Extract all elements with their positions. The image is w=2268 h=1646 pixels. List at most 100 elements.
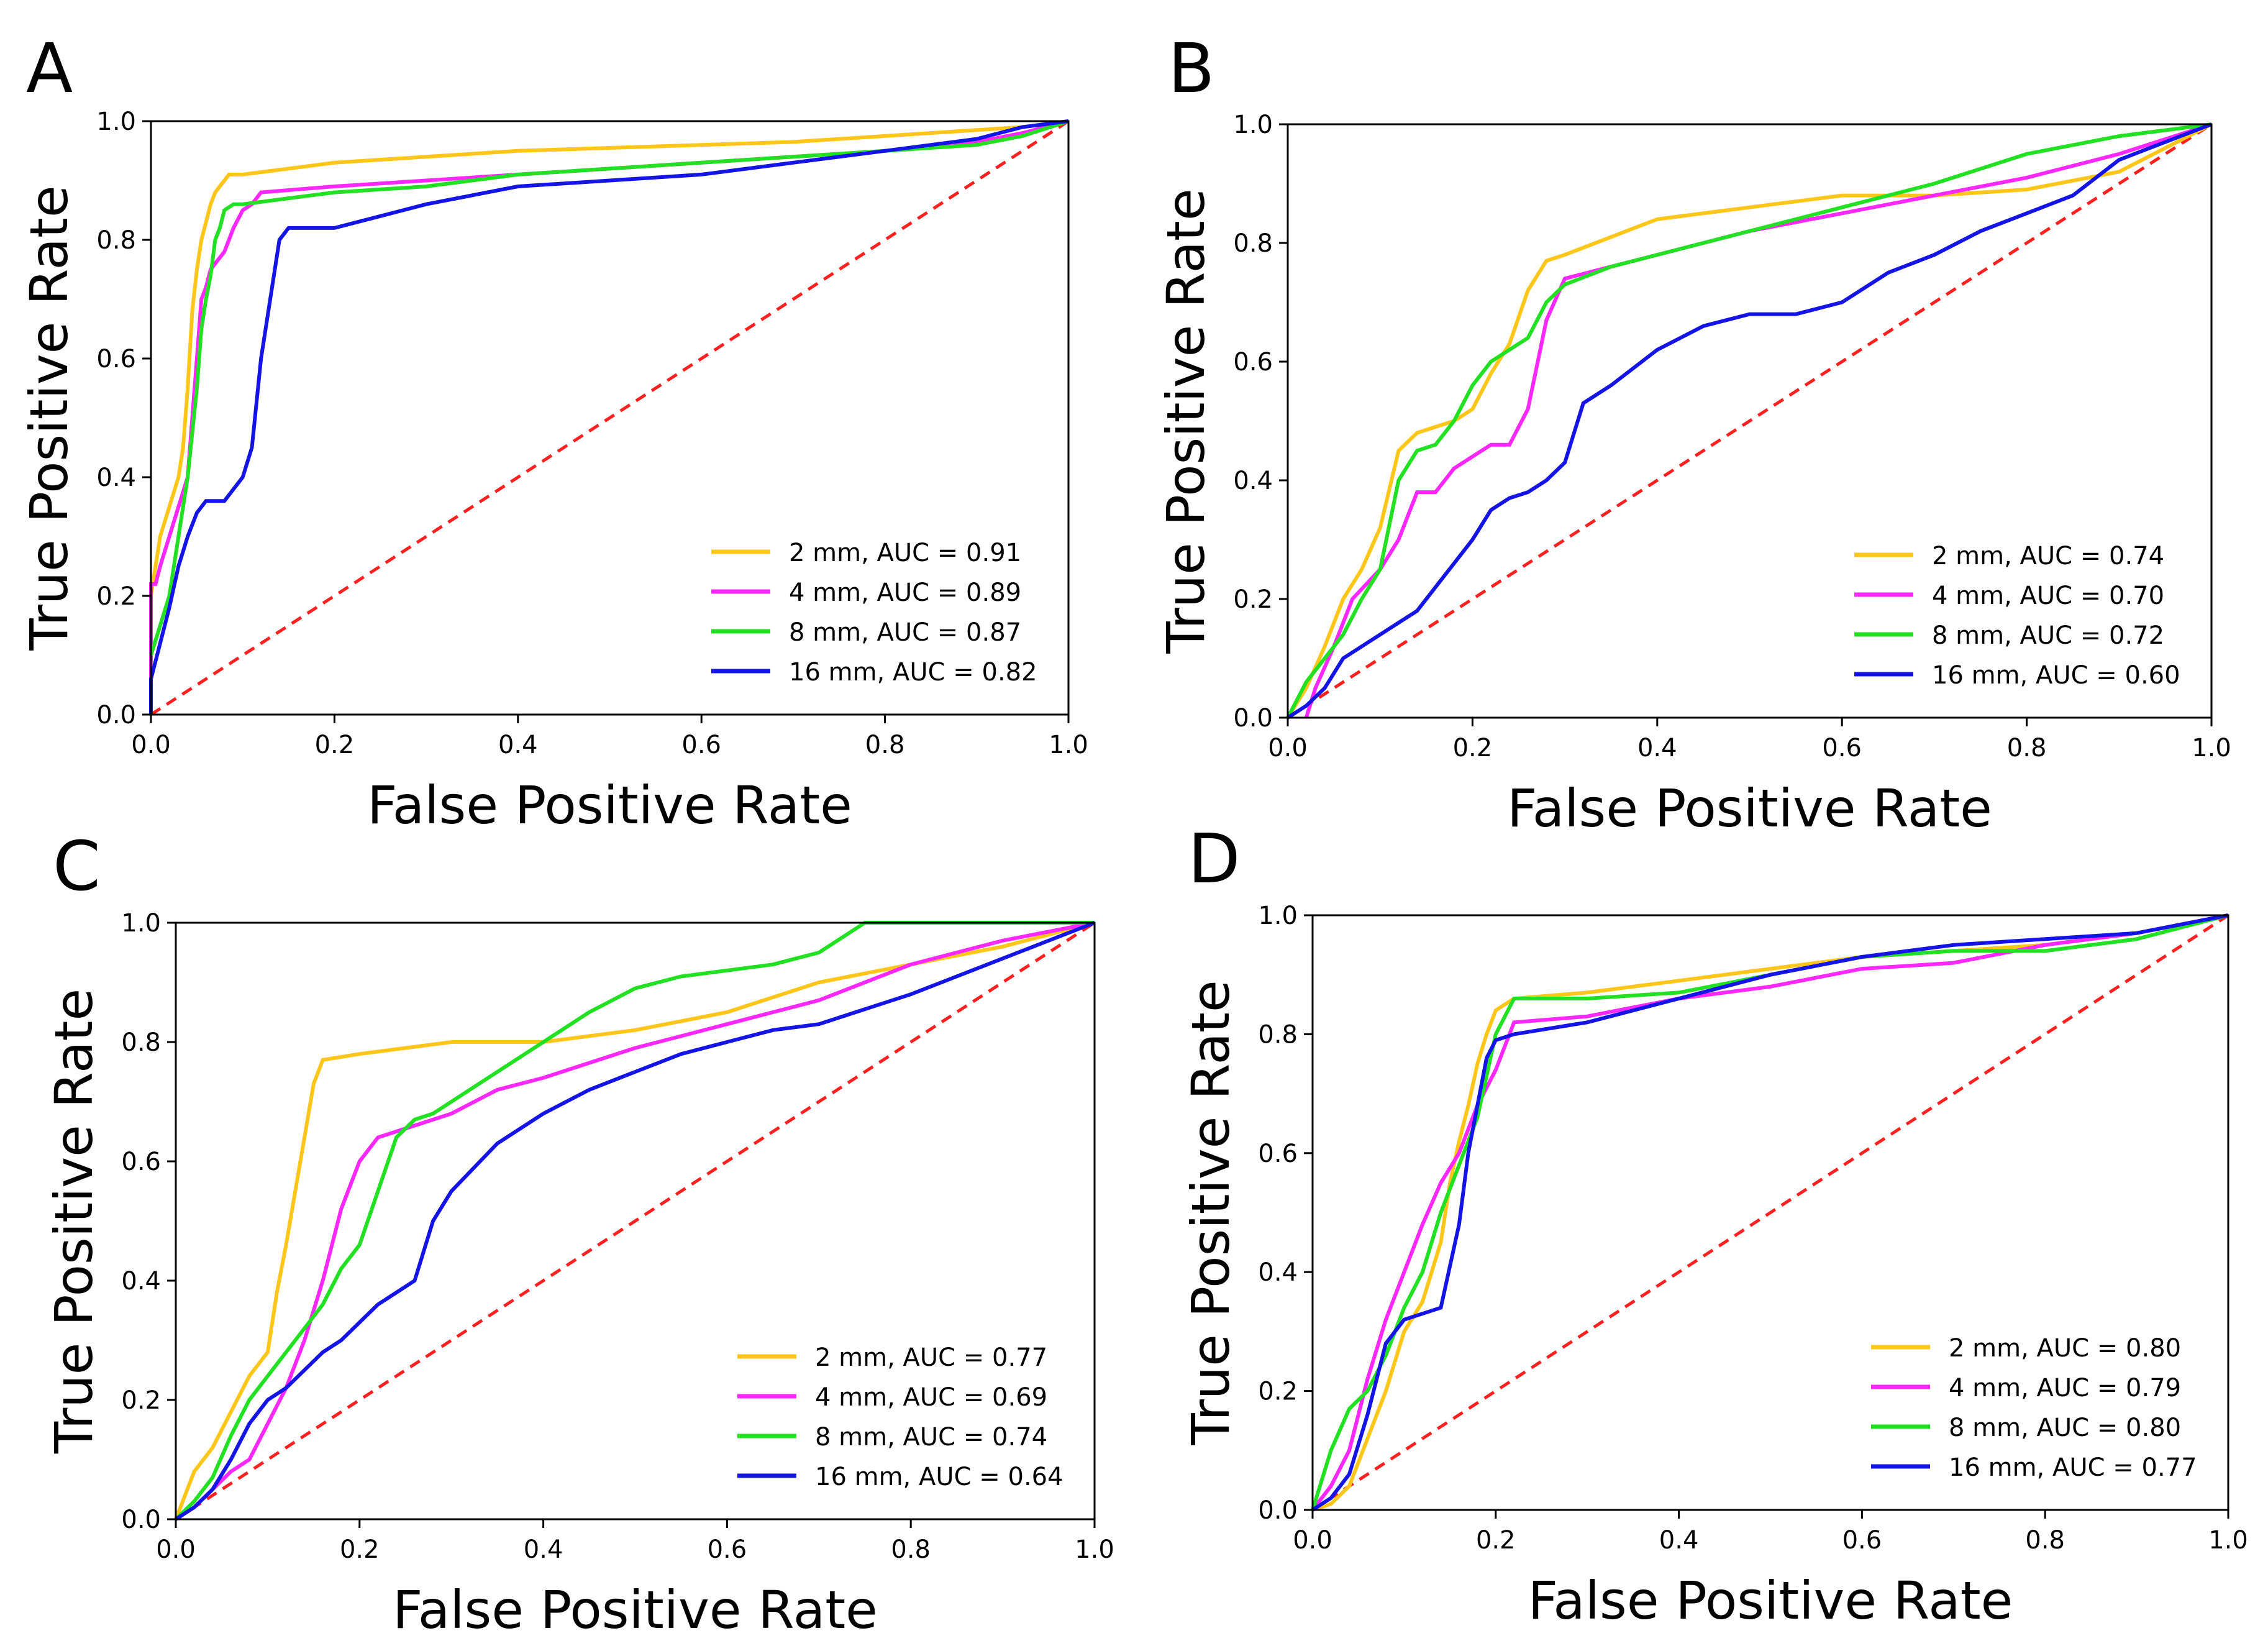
x-tick-label: 0.2 [1476,1526,1516,1555]
y-tick-label: 0.6 [121,1148,161,1176]
x-tick-label: 0.0 [131,731,171,759]
y-tick-label: 1.0 [1258,902,1298,930]
y-axis-label: True Positive Rate [1155,188,1216,654]
roc-curve-c8mm [1311,913,2229,1511]
x-tick-label: 0.0 [156,1535,196,1564]
x-tick-label: 0.2 [340,1535,380,1564]
y-tick-label: 0.0 [1233,704,1273,733]
x-tick-label: 0.0 [1268,734,1308,762]
x-tick-label: 0.2 [315,731,355,759]
legend-entry: 4 mm, AUC = 0.89 [789,578,1021,607]
legend-entry: 16 mm, AUC = 0.77 [1949,1453,2197,1482]
x-tick-label: 0.8 [2025,1526,2065,1555]
roc-curve-c16mm [1287,122,2213,720]
legend-entry: 4 mm, AUC = 0.79 [1949,1374,2181,1402]
y-axis-label: True Positive Rate [1180,980,1241,1445]
chance-diagonal-line [1287,122,2213,720]
roc-panel-b: B 0.0 0.2 0.4 0.6 0.8 1.0 0.0 0.2 0.4 0.6 0.8 1.0 Fal… [1155,29,2231,839]
x-tick-label: 0.4 [1659,1526,1699,1555]
plot-frame [1287,123,2213,719]
legend: 2 mm, AUC = 0.74 4 mm, AUC = 0.70 8 mm, AU… [1854,542,2180,690]
y-tick-label: 0.2 [96,582,136,611]
panel-label: A [26,29,73,108]
legend: 2 mm, AUC = 0.77 4 mm, AUC = 0.69 8 mm, AU… [737,1343,1063,1491]
legend-entry: 16 mm, AUC = 0.60 [1932,661,2180,690]
plot-frame [1311,914,2229,1511]
legend: 2 mm, AUC = 0.80 4 mm, AUC = 0.79 8 mm, AU… [1871,1334,2197,1482]
y-axis-label: True Positive Rate [43,989,104,1454]
x-tick-label: 1.0 [2192,734,2231,762]
x-axis-label: False Positive Rate [393,1580,878,1640]
y-tick-label: 0.8 [1233,229,1273,258]
chance-diagonal-line [1311,913,2229,1512]
x-tick-label: 0.4 [524,1535,563,1564]
y-tick-label: 0.6 [1258,1140,1298,1168]
y-tick-label: 0.6 [1233,348,1273,377]
x-tick-label: 1.0 [1075,1535,1114,1564]
roc-curve-c4mm [1311,913,2229,1511]
legend-entry: 16 mm, AUC = 0.64 [815,1463,1063,1491]
y-tick-label: 0.6 [96,345,136,373]
legend-entry: 2 mm, AUC = 0.80 [1949,1334,2181,1363]
y-axis-label: True Positive Rate [19,185,80,651]
x-tick-label: 1.0 [2208,1526,2248,1555]
x-tick-label: 1.0 [1049,731,1088,759]
x-axis-label: False Positive Rate [1528,1570,2013,1631]
y-tick-label: 0.8 [1258,1020,1298,1049]
x-axis-label: False Positive Rate [367,775,852,836]
y-tick-label: 0.2 [121,1386,161,1415]
y-tick-label: 1.0 [1233,111,1273,139]
y-tick-label: 0.4 [1258,1258,1298,1287]
legend: 2 mm, AUC = 0.91 4 mm, AUC = 0.89 8 mm, AU… [711,539,1037,687]
roc-panel-c: C 0.0 0.2 0.4 0.6 0.8 1.0 0.0 0.2 0.4 0.6 0.8 1.0 Fal… [43,826,1114,1640]
x-tick-label: 0.8 [2007,734,2047,762]
plot-frame [150,120,1070,716]
legend-entry: 2 mm, AUC = 0.77 [815,1343,1047,1372]
x-tick-label: 0.2 [1453,734,1493,762]
plot-frame [175,921,1096,1520]
y-tick-label: 0.2 [1233,585,1273,614]
y-tick-label: 0.4 [121,1267,161,1296]
y-tick-label: 0.4 [96,464,136,492]
roc-panel-d: D 0.0 0.2 0.4 0.6 0.8 1.0 0.0 0.2 0.4 0.6 0.8 1.0 Fal… [1180,819,2248,1631]
legend-entry: 8 mm, AUC = 0.87 [789,618,1021,647]
y-tick-label: 0.4 [1233,467,1273,495]
y-tick-label: 0.0 [121,1506,161,1534]
x-tick-label: 0.6 [1822,734,1862,762]
chance-diagonal-line [175,921,1096,1521]
legend-entry: 2 mm, AUC = 0.91 [789,539,1021,567]
roc-curve-c4mm [1304,122,2212,718]
legend-entry: 2 mm, AUC = 0.74 [1932,542,2164,570]
legend-entry: 8 mm, AUC = 0.80 [1949,1414,2181,1442]
roc-curve-c4mm [175,921,1095,1521]
chance-diagonal-line [150,119,1070,716]
roc-curve-c16mm [1311,913,2229,1512]
y-tick-label: 0.0 [96,701,136,729]
panel-label: B [1168,29,1214,108]
y-tick-label: 0.8 [121,1028,161,1057]
roc-curve-c8mm [149,119,1069,656]
roc-curve-c2mm [149,119,1069,715]
x-tick-label: 0.6 [681,731,721,759]
x-tick-label: 0.4 [1637,734,1677,762]
panel-label: D [1188,819,1241,898]
roc-panel-a: A 0.0 0.2 0.4 0.6 0.8 1.0 0.0 0.2 0.4 0.6 0.8 1.0 Fal… [19,29,1088,836]
legend-entry: 8 mm, AUC = 0.72 [1932,621,2164,650]
legend-entry: 16 mm, AUC = 0.82 [789,658,1037,687]
y-tick-label: 0.2 [1258,1378,1298,1406]
x-tick-label: 0.8 [865,731,905,759]
y-tick-label: 1.0 [96,107,136,136]
x-axis-label: False Positive Rate [1507,778,1992,839]
legend-entry: 8 mm, AUC = 0.74 [815,1423,1047,1452]
x-tick-label: 0.6 [708,1535,747,1564]
y-tick-label: 0.8 [96,226,136,255]
legend-entry: 4 mm, AUC = 0.69 [815,1383,1047,1412]
y-tick-label: 1.0 [121,909,161,938]
x-tick-label: 0.6 [1842,1526,1882,1555]
x-tick-label: 0.4 [498,731,538,759]
roc-curve-c8mm [174,921,1095,1521]
y-tick-label: 0.0 [1258,1496,1298,1525]
x-tick-label: 0.0 [1293,1526,1332,1555]
x-tick-label: 0.8 [891,1535,931,1564]
